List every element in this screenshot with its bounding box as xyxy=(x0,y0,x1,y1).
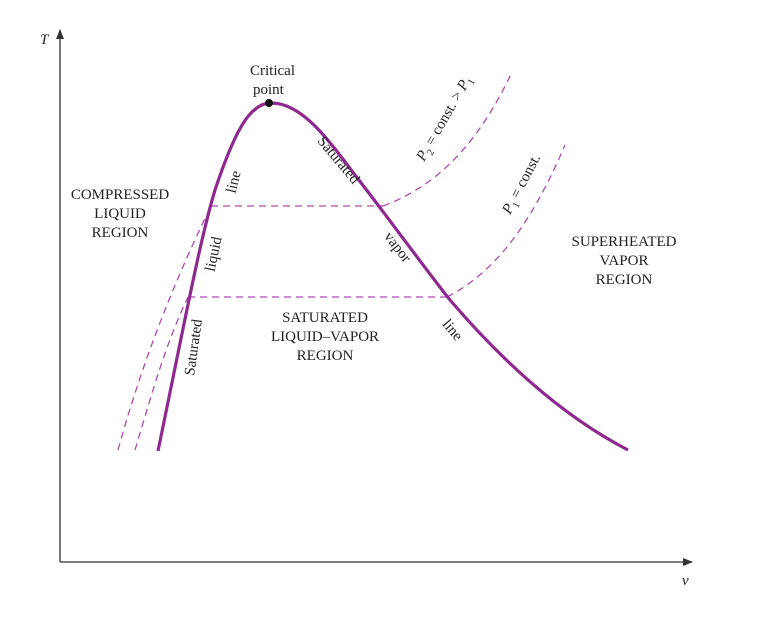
saturated-region-line-2: LIQUID–VAPOR xyxy=(271,329,379,345)
critical-point-label-2: point xyxy=(253,82,285,98)
critical-point-dot xyxy=(265,99,273,107)
isobar-p2-liquid-dashed xyxy=(117,205,212,451)
isobar-p2-sub-ref: 1 xyxy=(466,77,478,87)
isobar-p2-label: P2 = const. > P1 xyxy=(413,73,478,166)
isobar-p1-label: P1 = const. xyxy=(499,151,547,219)
isobar-p1-mid: = const. xyxy=(506,151,544,204)
sat-liquid-label-line: line xyxy=(224,169,245,195)
y-axis-label: T xyxy=(40,32,50,48)
sat-liquid-label-saturated: Saturated xyxy=(182,318,206,377)
isobar-p1-liquid-dashed xyxy=(134,296,189,451)
sat-vapor-label-saturated: Saturated xyxy=(314,134,363,188)
compressed-region-line-1: COMPRESSED xyxy=(71,187,170,203)
superheated-region-line-1: SUPERHEATED xyxy=(571,234,676,250)
compressed-region-line-2: LIQUID xyxy=(94,206,146,222)
saturated-region-line-1: SATURATED xyxy=(282,310,368,326)
superheated-region-line-2: VAPOR xyxy=(600,253,649,269)
compressed-region-line-3: REGION xyxy=(92,225,149,241)
saturation-dome xyxy=(156,101,629,452)
critical-point-label-1: Critical xyxy=(250,63,295,79)
saturated-region-line-3: REGION xyxy=(297,348,354,364)
isobar-p1-vapor-dashed xyxy=(446,144,566,298)
isobar-p2-vapor-dashed xyxy=(382,71,513,207)
sat-liquid-label-liquid: liquid xyxy=(203,235,226,273)
isobar-p1-sub: 1 xyxy=(511,201,523,211)
x-axis-label: v xyxy=(682,573,689,589)
isobar-p2-mid: = const. > xyxy=(421,85,469,151)
sat-vapor-label-line: line xyxy=(439,317,466,345)
isobar-p2-sub: 2 xyxy=(425,148,437,158)
superheated-region-line-3: REGION xyxy=(596,272,653,288)
